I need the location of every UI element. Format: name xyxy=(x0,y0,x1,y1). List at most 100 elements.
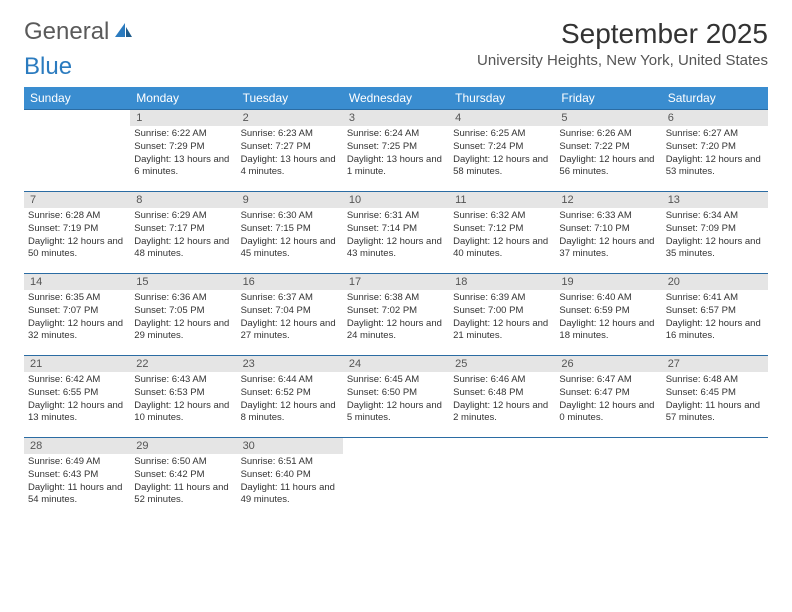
day-number: 12 xyxy=(555,192,661,208)
sunset-text: Sunset: 7:12 PM xyxy=(453,223,551,236)
logo-text-blue: Blue xyxy=(24,53,768,81)
sunrise-text: Sunrise: 6:41 AM xyxy=(666,292,764,305)
sunrise-text: Sunrise: 6:24 AM xyxy=(347,128,445,141)
calendar-week-row: 7Sunrise: 6:28 AMSunset: 7:19 PMDaylight… xyxy=(24,192,768,274)
daylight-text: Daylight: 13 hours and 4 minutes. xyxy=(241,154,339,180)
calendar-week-row: 1Sunrise: 6:22 AMSunset: 7:29 PMDaylight… xyxy=(24,110,768,192)
daylight-text: Daylight: 12 hours and 56 minutes. xyxy=(559,154,657,180)
day-details: Sunrise: 6:40 AMSunset: 6:59 PMDaylight:… xyxy=(555,290,661,347)
calendar-day-cell xyxy=(24,110,130,192)
calendar-day-cell: 15Sunrise: 6:36 AMSunset: 7:05 PMDayligh… xyxy=(130,274,236,356)
weekday-header: Monday xyxy=(130,87,236,110)
sunrise-text: Sunrise: 6:51 AM xyxy=(241,456,339,469)
weekday-header-row: Sunday Monday Tuesday Wednesday Thursday… xyxy=(24,87,768,110)
day-details: Sunrise: 6:30 AMSunset: 7:15 PMDaylight:… xyxy=(237,208,343,265)
daylight-text: Daylight: 12 hours and 50 minutes. xyxy=(28,236,126,262)
sunset-text: Sunset: 6:40 PM xyxy=(241,469,339,482)
weekday-header: Wednesday xyxy=(343,87,449,110)
day-number: 1 xyxy=(130,110,236,126)
sunrise-text: Sunrise: 6:39 AM xyxy=(453,292,551,305)
day-number: 16 xyxy=(237,274,343,290)
day-details: Sunrise: 6:41 AMSunset: 6:57 PMDaylight:… xyxy=(662,290,768,347)
calendar-day-cell: 29Sunrise: 6:50 AMSunset: 6:42 PMDayligh… xyxy=(130,438,236,520)
sunrise-text: Sunrise: 6:42 AM xyxy=(28,374,126,387)
calendar-day-cell: 26Sunrise: 6:47 AMSunset: 6:47 PMDayligh… xyxy=(555,356,661,438)
daylight-text: Daylight: 12 hours and 53 minutes. xyxy=(666,154,764,180)
sunset-text: Sunset: 7:00 PM xyxy=(453,305,551,318)
day-details: Sunrise: 6:35 AMSunset: 7:07 PMDaylight:… xyxy=(24,290,130,347)
day-details: Sunrise: 6:34 AMSunset: 7:09 PMDaylight:… xyxy=(662,208,768,265)
logo-text-general: General xyxy=(24,18,109,46)
day-details: Sunrise: 6:22 AMSunset: 7:29 PMDaylight:… xyxy=(130,126,236,183)
day-number: 21 xyxy=(24,356,130,372)
day-details: Sunrise: 6:46 AMSunset: 6:48 PMDaylight:… xyxy=(449,372,555,429)
calendar-day-cell: 23Sunrise: 6:44 AMSunset: 6:52 PMDayligh… xyxy=(237,356,343,438)
sunrise-text: Sunrise: 6:50 AM xyxy=(134,456,232,469)
daylight-text: Daylight: 12 hours and 58 minutes. xyxy=(453,154,551,180)
calendar-week-row: 14Sunrise: 6:35 AMSunset: 7:07 PMDayligh… xyxy=(24,274,768,356)
day-details: Sunrise: 6:29 AMSunset: 7:17 PMDaylight:… xyxy=(130,208,236,265)
daylight-text: Daylight: 12 hours and 2 minutes. xyxy=(453,400,551,426)
daylight-text: Daylight: 13 hours and 1 minute. xyxy=(347,154,445,180)
sunrise-text: Sunrise: 6:32 AM xyxy=(453,210,551,223)
daylight-text: Daylight: 12 hours and 27 minutes. xyxy=(241,318,339,344)
calendar-day-cell: 6Sunrise: 6:27 AMSunset: 7:20 PMDaylight… xyxy=(662,110,768,192)
sunset-text: Sunset: 7:15 PM xyxy=(241,223,339,236)
day-number: 27 xyxy=(662,356,768,372)
day-details: Sunrise: 6:38 AMSunset: 7:02 PMDaylight:… xyxy=(343,290,449,347)
sunset-text: Sunset: 7:04 PM xyxy=(241,305,339,318)
sunset-text: Sunset: 7:20 PM xyxy=(666,141,764,154)
day-number: 30 xyxy=(237,438,343,454)
sunrise-text: Sunrise: 6:47 AM xyxy=(559,374,657,387)
day-number: 11 xyxy=(449,192,555,208)
calendar-day-cell: 21Sunrise: 6:42 AMSunset: 6:55 PMDayligh… xyxy=(24,356,130,438)
day-number: 28 xyxy=(24,438,130,454)
calendar-day-cell: 16Sunrise: 6:37 AMSunset: 7:04 PMDayligh… xyxy=(237,274,343,356)
sunset-text: Sunset: 7:10 PM xyxy=(559,223,657,236)
sunrise-text: Sunrise: 6:48 AM xyxy=(666,374,764,387)
daylight-text: Daylight: 12 hours and 16 minutes. xyxy=(666,318,764,344)
sunrise-text: Sunrise: 6:36 AM xyxy=(134,292,232,305)
day-number: 8 xyxy=(130,192,236,208)
sunrise-text: Sunrise: 6:27 AM xyxy=(666,128,764,141)
calendar-day-cell: 9Sunrise: 6:30 AMSunset: 7:15 PMDaylight… xyxy=(237,192,343,274)
calendar-day-cell: 7Sunrise: 6:28 AMSunset: 7:19 PMDaylight… xyxy=(24,192,130,274)
sunrise-text: Sunrise: 6:34 AM xyxy=(666,210,764,223)
daylight-text: Daylight: 11 hours and 49 minutes. xyxy=(241,482,339,508)
day-details: Sunrise: 6:48 AMSunset: 6:45 PMDaylight:… xyxy=(662,372,768,429)
day-details: Sunrise: 6:24 AMSunset: 7:25 PMDaylight:… xyxy=(343,126,449,183)
sunset-text: Sunset: 7:14 PM xyxy=(347,223,445,236)
calendar-day-cell xyxy=(555,438,661,520)
sunset-text: Sunset: 7:29 PM xyxy=(134,141,232,154)
calendar-day-cell: 19Sunrise: 6:40 AMSunset: 6:59 PMDayligh… xyxy=(555,274,661,356)
sunset-text: Sunset: 6:50 PM xyxy=(347,387,445,400)
sunrise-text: Sunrise: 6:40 AM xyxy=(559,292,657,305)
sunset-text: Sunset: 7:05 PM xyxy=(134,305,232,318)
day-number: 4 xyxy=(449,110,555,126)
day-number: 3 xyxy=(343,110,449,126)
day-details: Sunrise: 6:45 AMSunset: 6:50 PMDaylight:… xyxy=(343,372,449,429)
day-details: Sunrise: 6:42 AMSunset: 6:55 PMDaylight:… xyxy=(24,372,130,429)
calendar-body: 1Sunrise: 6:22 AMSunset: 7:29 PMDaylight… xyxy=(24,110,768,520)
sunset-text: Sunset: 6:45 PM xyxy=(666,387,764,400)
day-number: 13 xyxy=(662,192,768,208)
daylight-text: Daylight: 12 hours and 40 minutes. xyxy=(453,236,551,262)
calendar-day-cell: 2Sunrise: 6:23 AMSunset: 7:27 PMDaylight… xyxy=(237,110,343,192)
day-number: 20 xyxy=(662,274,768,290)
calendar-day-cell: 5Sunrise: 6:26 AMSunset: 7:22 PMDaylight… xyxy=(555,110,661,192)
calendar-day-cell: 12Sunrise: 6:33 AMSunset: 7:10 PMDayligh… xyxy=(555,192,661,274)
sunrise-text: Sunrise: 6:25 AM xyxy=(453,128,551,141)
day-details: Sunrise: 6:25 AMSunset: 7:24 PMDaylight:… xyxy=(449,126,555,183)
sunrise-text: Sunrise: 6:33 AM xyxy=(559,210,657,223)
calendar-day-cell: 11Sunrise: 6:32 AMSunset: 7:12 PMDayligh… xyxy=(449,192,555,274)
day-number: 18 xyxy=(449,274,555,290)
daylight-text: Daylight: 12 hours and 29 minutes. xyxy=(134,318,232,344)
day-details: Sunrise: 6:32 AMSunset: 7:12 PMDaylight:… xyxy=(449,208,555,265)
sunrise-text: Sunrise: 6:44 AM xyxy=(241,374,339,387)
day-number: 14 xyxy=(24,274,130,290)
sunrise-text: Sunrise: 6:46 AM xyxy=(453,374,551,387)
weekday-header: Tuesday xyxy=(237,87,343,110)
logo-sail-icon xyxy=(113,18,133,46)
daylight-text: Daylight: 12 hours and 32 minutes. xyxy=(28,318,126,344)
calendar-day-cell xyxy=(449,438,555,520)
